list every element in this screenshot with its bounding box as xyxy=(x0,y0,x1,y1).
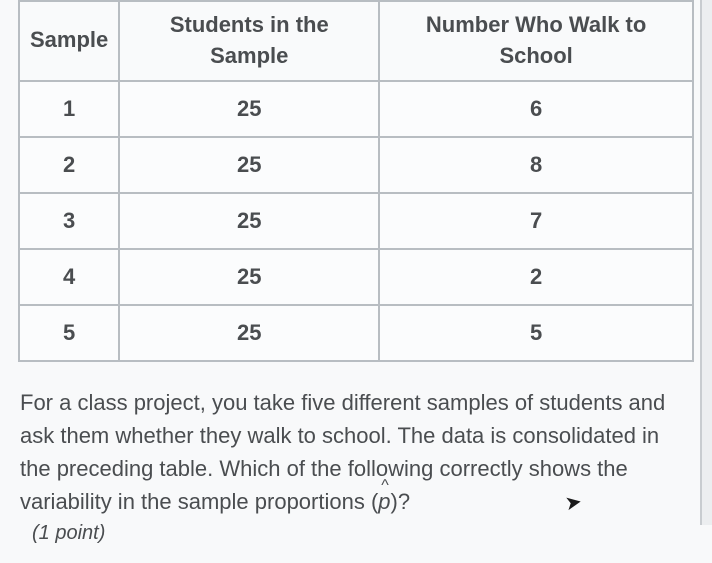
cell-students: 25 xyxy=(119,305,379,361)
question-post: ? xyxy=(398,489,410,514)
table-row: 4 25 2 xyxy=(19,249,693,305)
table-row: 5 25 5 xyxy=(19,305,693,361)
table-body: 1 25 6 2 25 8 3 25 7 4 25 2 5 25 xyxy=(19,81,693,361)
cell-walk: 8 xyxy=(379,137,693,193)
cell-students: 25 xyxy=(119,137,379,193)
table-header-row: Sample Students in the Sample Number Who… xyxy=(19,1,693,81)
cell-walk: 6 xyxy=(379,81,693,137)
points-label: (1 point) xyxy=(18,522,694,545)
table-row: 2 25 8 xyxy=(19,137,693,193)
cell-sample: 3 xyxy=(19,193,119,249)
table-row: 1 25 6 xyxy=(19,81,693,137)
cell-students: 25 xyxy=(119,193,379,249)
cell-walk: 2 xyxy=(379,249,693,305)
phat-symbol: p xyxy=(378,485,390,518)
cell-sample: 5 xyxy=(19,305,119,361)
right-edge xyxy=(700,0,712,525)
cell-walk: 5 xyxy=(379,305,693,361)
col-header-walk: Number Who Walk to School xyxy=(379,1,693,81)
data-table: Sample Students in the Sample Number Who… xyxy=(18,0,694,362)
col-header-students: Students in the Sample xyxy=(119,1,379,81)
cell-students: 25 xyxy=(119,249,379,305)
cell-sample: 2 xyxy=(19,137,119,193)
cell-sample: 4 xyxy=(19,249,119,305)
cell-students: 25 xyxy=(119,81,379,137)
cell-walk: 7 xyxy=(379,193,693,249)
col-header-sample: Sample xyxy=(19,1,119,81)
table-row: 3 25 7 xyxy=(19,193,693,249)
cell-sample: 1 xyxy=(19,81,119,137)
content-container: Sample Students in the Sample Number Who… xyxy=(0,0,712,563)
question-text: For a class project, you take five diffe… xyxy=(18,386,694,518)
